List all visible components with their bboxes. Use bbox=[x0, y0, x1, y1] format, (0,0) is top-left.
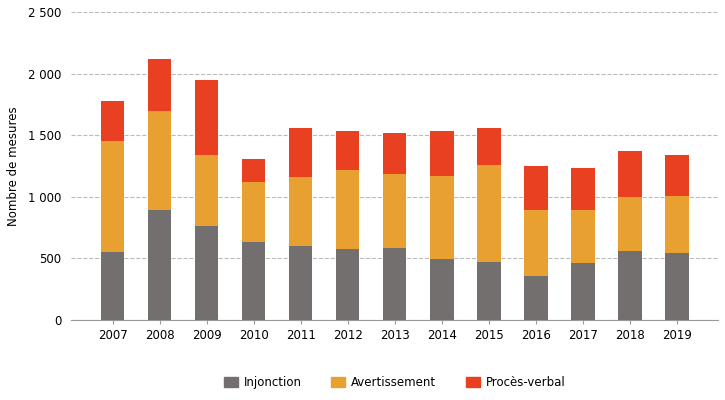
Bar bbox=[665, 253, 689, 320]
Bar bbox=[383, 133, 407, 174]
Bar bbox=[618, 251, 642, 320]
Bar bbox=[242, 182, 265, 242]
Bar bbox=[524, 276, 547, 320]
Bar bbox=[195, 155, 218, 226]
Bar bbox=[571, 263, 594, 320]
Bar bbox=[665, 196, 689, 253]
Bar bbox=[430, 176, 454, 259]
Bar bbox=[148, 210, 171, 320]
Bar bbox=[242, 242, 265, 320]
Bar bbox=[289, 177, 312, 246]
Bar bbox=[477, 165, 500, 262]
Bar bbox=[148, 110, 171, 210]
Bar bbox=[195, 226, 218, 320]
Bar bbox=[430, 259, 454, 320]
Bar bbox=[148, 59, 171, 110]
Bar bbox=[477, 262, 500, 320]
Bar bbox=[383, 174, 407, 248]
Bar bbox=[195, 80, 218, 155]
Bar bbox=[524, 210, 547, 276]
Legend: Injonction, Avertissement, Procès-verbal: Injonction, Avertissement, Procès-verbal bbox=[219, 372, 571, 394]
Bar bbox=[101, 252, 124, 320]
Bar bbox=[618, 197, 642, 251]
Bar bbox=[477, 128, 500, 165]
Bar bbox=[665, 156, 689, 196]
Bar bbox=[101, 141, 124, 252]
Bar bbox=[336, 132, 360, 170]
Bar bbox=[336, 249, 360, 320]
Bar bbox=[524, 166, 547, 210]
Bar bbox=[289, 128, 312, 177]
Bar bbox=[430, 132, 454, 176]
Y-axis label: Nombre de mesures: Nombre de mesures bbox=[7, 106, 20, 226]
Bar bbox=[571, 168, 594, 210]
Bar bbox=[571, 210, 594, 263]
Bar bbox=[101, 101, 124, 141]
Bar bbox=[289, 246, 312, 320]
Bar bbox=[242, 158, 265, 182]
Bar bbox=[618, 151, 642, 197]
Bar bbox=[383, 248, 407, 320]
Bar bbox=[336, 170, 360, 249]
